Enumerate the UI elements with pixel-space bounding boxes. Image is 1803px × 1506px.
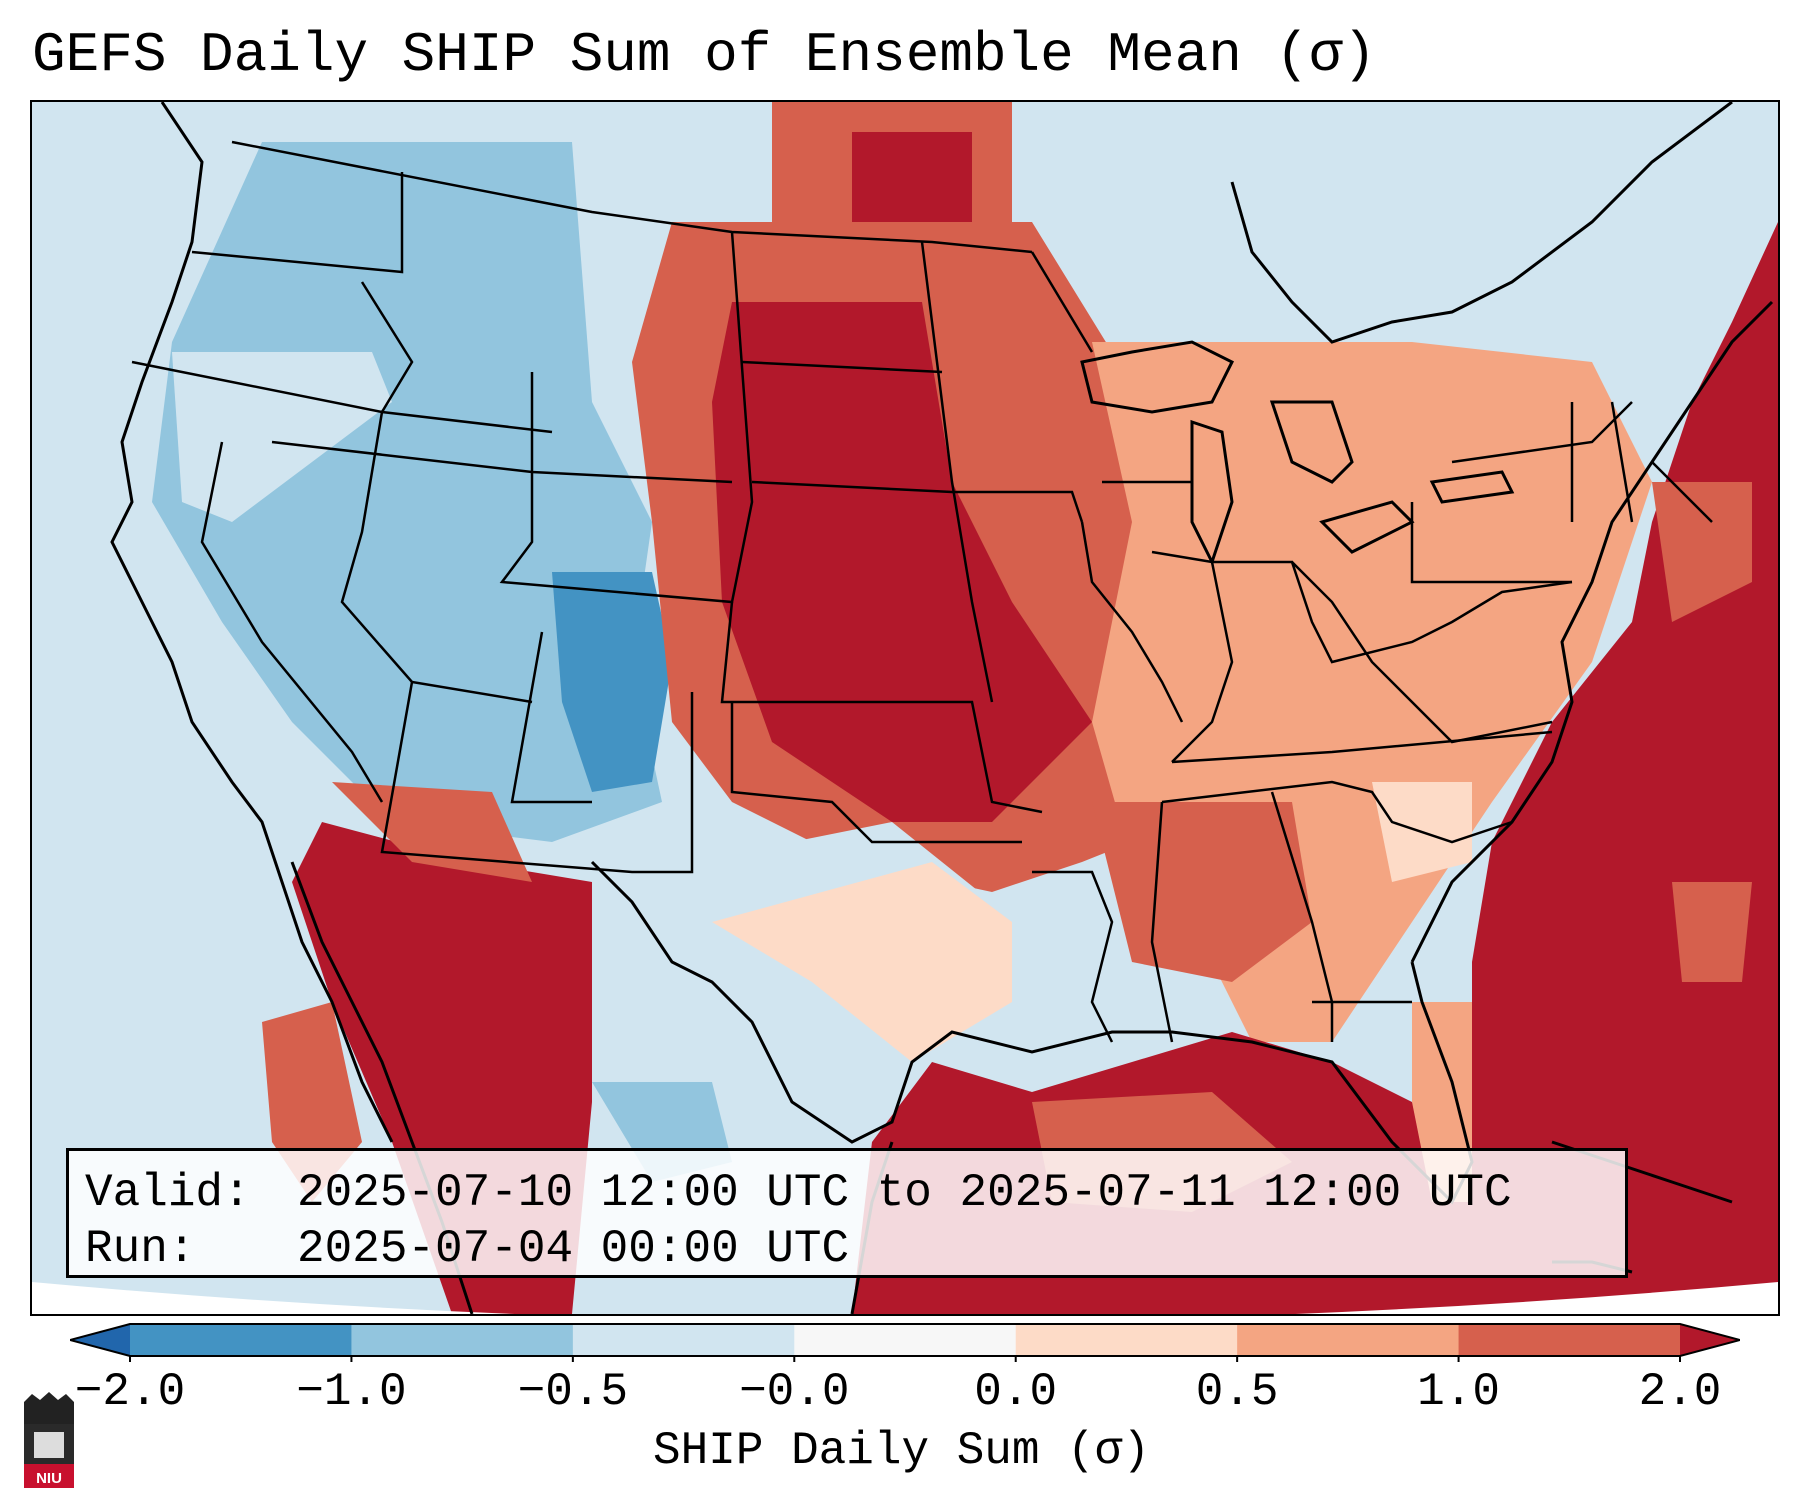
colorbar-bin — [130, 1324, 352, 1356]
colorbar-under-extension — [70, 1324, 130, 1356]
colorado-strong-cool — [552, 572, 672, 792]
colorbar-bin — [572, 1324, 795, 1356]
run-value: 2025-07-04 00:00 UTC — [297, 1223, 850, 1275]
texas-mild-anomaly — [712, 862, 1012, 1062]
logo-window — [34, 1432, 64, 1458]
colorbar-tick-label: 0.0 — [974, 1366, 1058, 1418]
colorbar-tick-label: 0.5 — [1195, 1366, 1279, 1418]
west-cool-anomaly — [152, 142, 662, 842]
atlantic-coastline — [1410, 300, 1774, 963]
projection-edge — [32, 1282, 1778, 1314]
lake-ontario — [1429, 470, 1515, 504]
colorbar-label: SHIP Daily Sum (σ) — [653, 1425, 1150, 1477]
valid-label: Valid: — [85, 1167, 251, 1219]
logo-band — [24, 1464, 74, 1488]
validity-info-box: Valid: 2025-07-10 12:00 UTC to 2025-07-11… — [66, 1148, 1628, 1278]
atlantic-warm-patch — [1652, 482, 1752, 622]
colorbar-bin — [1237, 1324, 1460, 1356]
colorbar-bin — [1458, 1324, 1681, 1356]
state-borders — [131, 140, 1713, 1043]
run-label: Run: — [85, 1223, 196, 1275]
atlantic-warm-patch-south — [1672, 882, 1752, 982]
colorbar-bin — [1015, 1324, 1238, 1356]
pacific-coastline — [110, 102, 394, 1143]
colorbar-bin — [351, 1324, 574, 1356]
colorbar-tick-label: −1.0 — [296, 1366, 407, 1418]
lake-huron — [1269, 400, 1354, 484]
valid-line: Valid: 2025-07-10 12:00 UTC to 2025-07-11… — [85, 1165, 1609, 1221]
run-line: Run: 2025-07-04 00:00 UTC — [85, 1221, 1609, 1277]
hot-prairie-canada — [852, 132, 972, 232]
southeast-warm-anomaly — [1092, 802, 1312, 982]
colorbar-tick-label: −0.0 — [739, 1366, 850, 1418]
colorbar — [70, 1323, 1740, 1362]
arizona-warm-anomaly — [332, 782, 532, 882]
niu-logo: NIU — [24, 1392, 74, 1488]
logo-text: NIU — [36, 1470, 62, 1487]
colorbar-tick-label: 1.0 — [1417, 1366, 1500, 1418]
anomaly-map — [32, 102, 1778, 1314]
colorbar-tick-label: −2.0 — [74, 1366, 186, 1418]
hudson-cool — [1142, 102, 1202, 262]
lake-michigan — [1190, 419, 1234, 566]
lake-superior — [1080, 340, 1235, 414]
central-plains-hot-anomaly — [712, 302, 1092, 822]
colorbar-over-extension — [1680, 1324, 1740, 1356]
map-panel — [30, 100, 1780, 1316]
valid-value: 2025-07-10 12:00 UTC to 2025-07-11 12:00… — [297, 1167, 1512, 1219]
canada-coastline — [1230, 102, 1733, 344]
colorbar-tick-label: −0.5 — [517, 1366, 629, 1418]
colorbar-tick-label: 2.0 — [1638, 1366, 1722, 1418]
colorbar-bin — [794, 1324, 1017, 1356]
oregon-light-cool — [172, 352, 392, 522]
logo-tower-top — [24, 1392, 74, 1424]
chart-title: GEFS Daily SHIP Sum of Ensemble Mean (σ) — [32, 23, 1377, 87]
